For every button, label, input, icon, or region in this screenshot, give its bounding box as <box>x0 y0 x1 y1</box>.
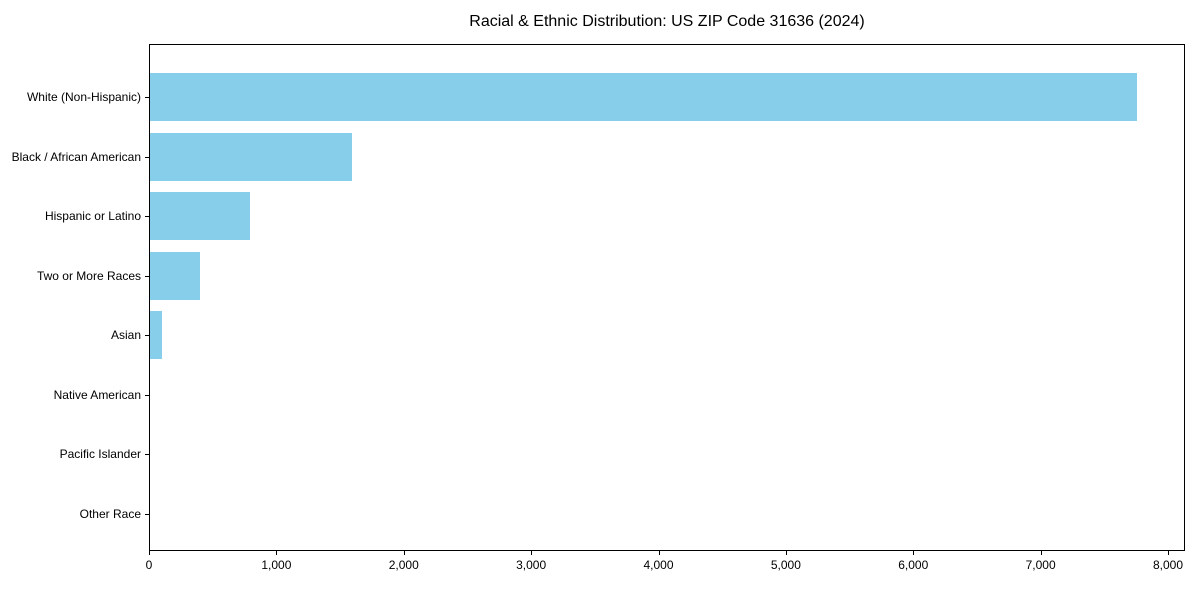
y-tick-pacific-islander <box>145 454 149 456</box>
bar-hispanic-or-latino <box>150 192 250 241</box>
y-tick-native-american <box>145 394 149 396</box>
y-tick-hispanic-or-latino <box>145 216 149 218</box>
y-label-native-american: Native American <box>53 387 141 402</box>
x-tick-6000 <box>913 551 915 555</box>
bar-white-non-hispanic <box>150 73 1138 121</box>
chart-title: Racial & Ethnic Distribution: US ZIP Cod… <box>469 13 865 30</box>
x-label-3000: 3,000 <box>516 558 547 572</box>
y-label-white-non-hispanic: White (Non-Hispanic) <box>26 90 141 104</box>
y-tick-black-african-american <box>145 156 149 158</box>
y-label-two-or-more-races: Two or More Races <box>36 268 141 283</box>
y-label-other-race: Other Race <box>79 506 141 521</box>
x-tick-4000 <box>658 551 660 555</box>
x-tick-2000 <box>403 551 405 555</box>
y-label-asian: Asian <box>110 328 141 343</box>
x-label-8000: 8,000 <box>1152 558 1184 572</box>
y-label-hispanic-or-latino: Hispanic or Latino <box>44 209 141 224</box>
x-tick-7000 <box>1040 551 1042 555</box>
x-tick-8000 <box>1168 551 1169 555</box>
x-tick-1000 <box>276 551 278 555</box>
x-label-1000: 1,000 <box>261 558 292 572</box>
plot-area <box>149 44 1185 551</box>
x-tick-3000 <box>531 551 533 555</box>
x-label-4000: 4,000 <box>643 558 674 572</box>
y-label-pacific-islander: Pacific Islander <box>59 447 141 462</box>
bar-two-or-more-races <box>150 251 200 300</box>
y-tick-other-race <box>145 513 149 515</box>
x-tick-5000 <box>785 551 787 555</box>
x-label-7000: 7,000 <box>1025 558 1056 572</box>
bar-asian <box>150 311 163 360</box>
y-tick-two-or-more-races <box>145 275 149 277</box>
y-label-black-african-american: Black / African American <box>11 149 141 164</box>
x-label-5000: 5,000 <box>770 558 801 572</box>
x-tick-0 <box>149 551 150 555</box>
x-label-2000: 2,000 <box>388 558 419 572</box>
y-tick-asian <box>145 335 149 337</box>
bar-black-african-american <box>150 132 352 181</box>
y-tick-white-non-hispanic <box>145 97 149 98</box>
x-label-6000: 6,000 <box>898 558 929 572</box>
x-label-0: 0 <box>145 558 153 572</box>
